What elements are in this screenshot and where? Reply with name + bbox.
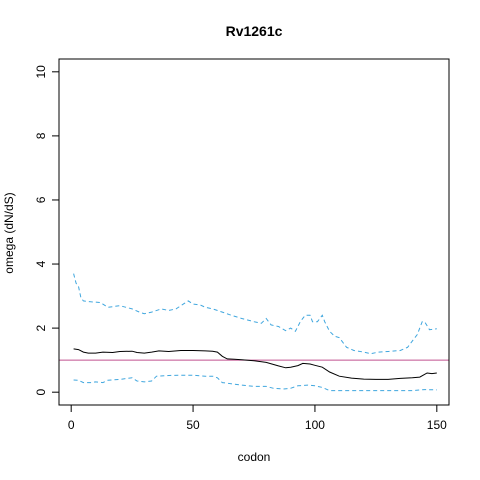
y-tick-label: 2 <box>34 324 48 331</box>
y-tick-label: 6 <box>34 196 48 203</box>
lower-bound-line <box>73 374 437 392</box>
y-tick-label: 10 <box>34 65 48 79</box>
y-axis-label: omega (dN/dS) <box>2 192 16 273</box>
series-layer <box>73 273 437 392</box>
upper-bound-line <box>73 273 437 355</box>
y-tick-label: 8 <box>34 132 48 139</box>
x-tick-label: 50 <box>186 418 200 432</box>
x-axis-label: codon <box>238 450 271 464</box>
x-tick-label: 100 <box>305 418 325 432</box>
x-tick-label: 0 <box>68 418 75 432</box>
plot-frame <box>58 58 450 406</box>
omega-line <box>73 348 437 380</box>
x-tick-label: 150 <box>427 418 447 432</box>
y-tick-label: 0 <box>34 389 48 396</box>
chart-title: Rv1261c <box>226 23 283 39</box>
y-tick-label: 4 <box>34 260 48 267</box>
axis-layer: 0 50 100 150 0 2 4 6 8 10 <box>34 65 447 432</box>
